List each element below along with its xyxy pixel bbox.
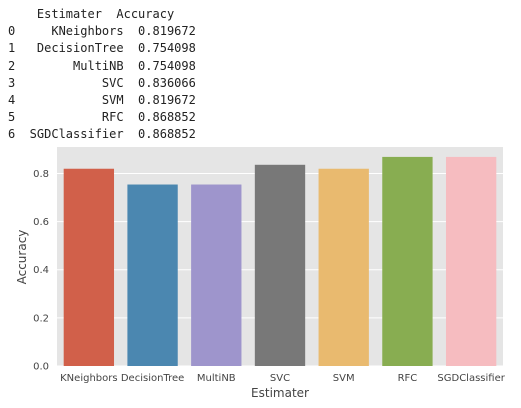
bar-svm (318, 168, 369, 366)
dataframe-row: 5 RFC 0.868852 (8, 110, 196, 125)
y-axis-label: Accuracy (15, 230, 29, 285)
bar-svc (254, 164, 306, 366)
y-tick-label: 0.8 (33, 169, 49, 180)
y-tick-label: 0.0 (33, 362, 49, 373)
dataframe-header: Estimater Accuracy (8, 7, 175, 21)
x-axis-label: Estimater (251, 386, 309, 400)
x-tick-label: SVM (333, 373, 355, 384)
dataframe-output: Estimater Accuracy 0 KNeighbors 0.819672 1… (8, 6, 196, 144)
dataframe-row: 1 DecisionTree 0.754098 (8, 41, 196, 56)
y-tick-label: 0.4 (33, 265, 49, 276)
dataframe-row: 6 SGDClassifier 0.868852 (8, 127, 196, 142)
x-tick-label: RFC (398, 373, 418, 384)
bar-rfc (382, 156, 433, 366)
y-tick-label: 0.6 (33, 217, 49, 228)
dataframe-row: 2 MultiNB 0.754098 (8, 58, 196, 73)
bar-sgdclassifier (445, 156, 497, 366)
x-tick-labels: KNeighbors DecisionTree MultiNB SVC SVM RFC SG… (60, 373, 506, 384)
dataframe-row: 0 KNeighbors 0.819672 (8, 24, 196, 39)
dataframe-row: 3 SVC 0.836066 (8, 75, 196, 90)
dataframe-row: 4 SVM 0.819672 (8, 93, 196, 108)
bar-kneighbors (63, 168, 115, 366)
bar-decisiontree (127, 184, 178, 366)
y-tick-label: 0.2 (33, 313, 49, 324)
y-tick-labels: 0.0 0.2 0.4 0.6 0.8 (33, 169, 49, 373)
x-tick-label: SVC (270, 373, 290, 384)
x-tick-label: MultiNB (197, 373, 236, 384)
bar-multinb (191, 184, 242, 366)
x-tick-label: KNeighbors (60, 373, 117, 384)
x-tick-label: SGDClassifier (437, 373, 505, 384)
x-tick-label: DecisionTree (121, 373, 184, 384)
bars (63, 156, 497, 366)
